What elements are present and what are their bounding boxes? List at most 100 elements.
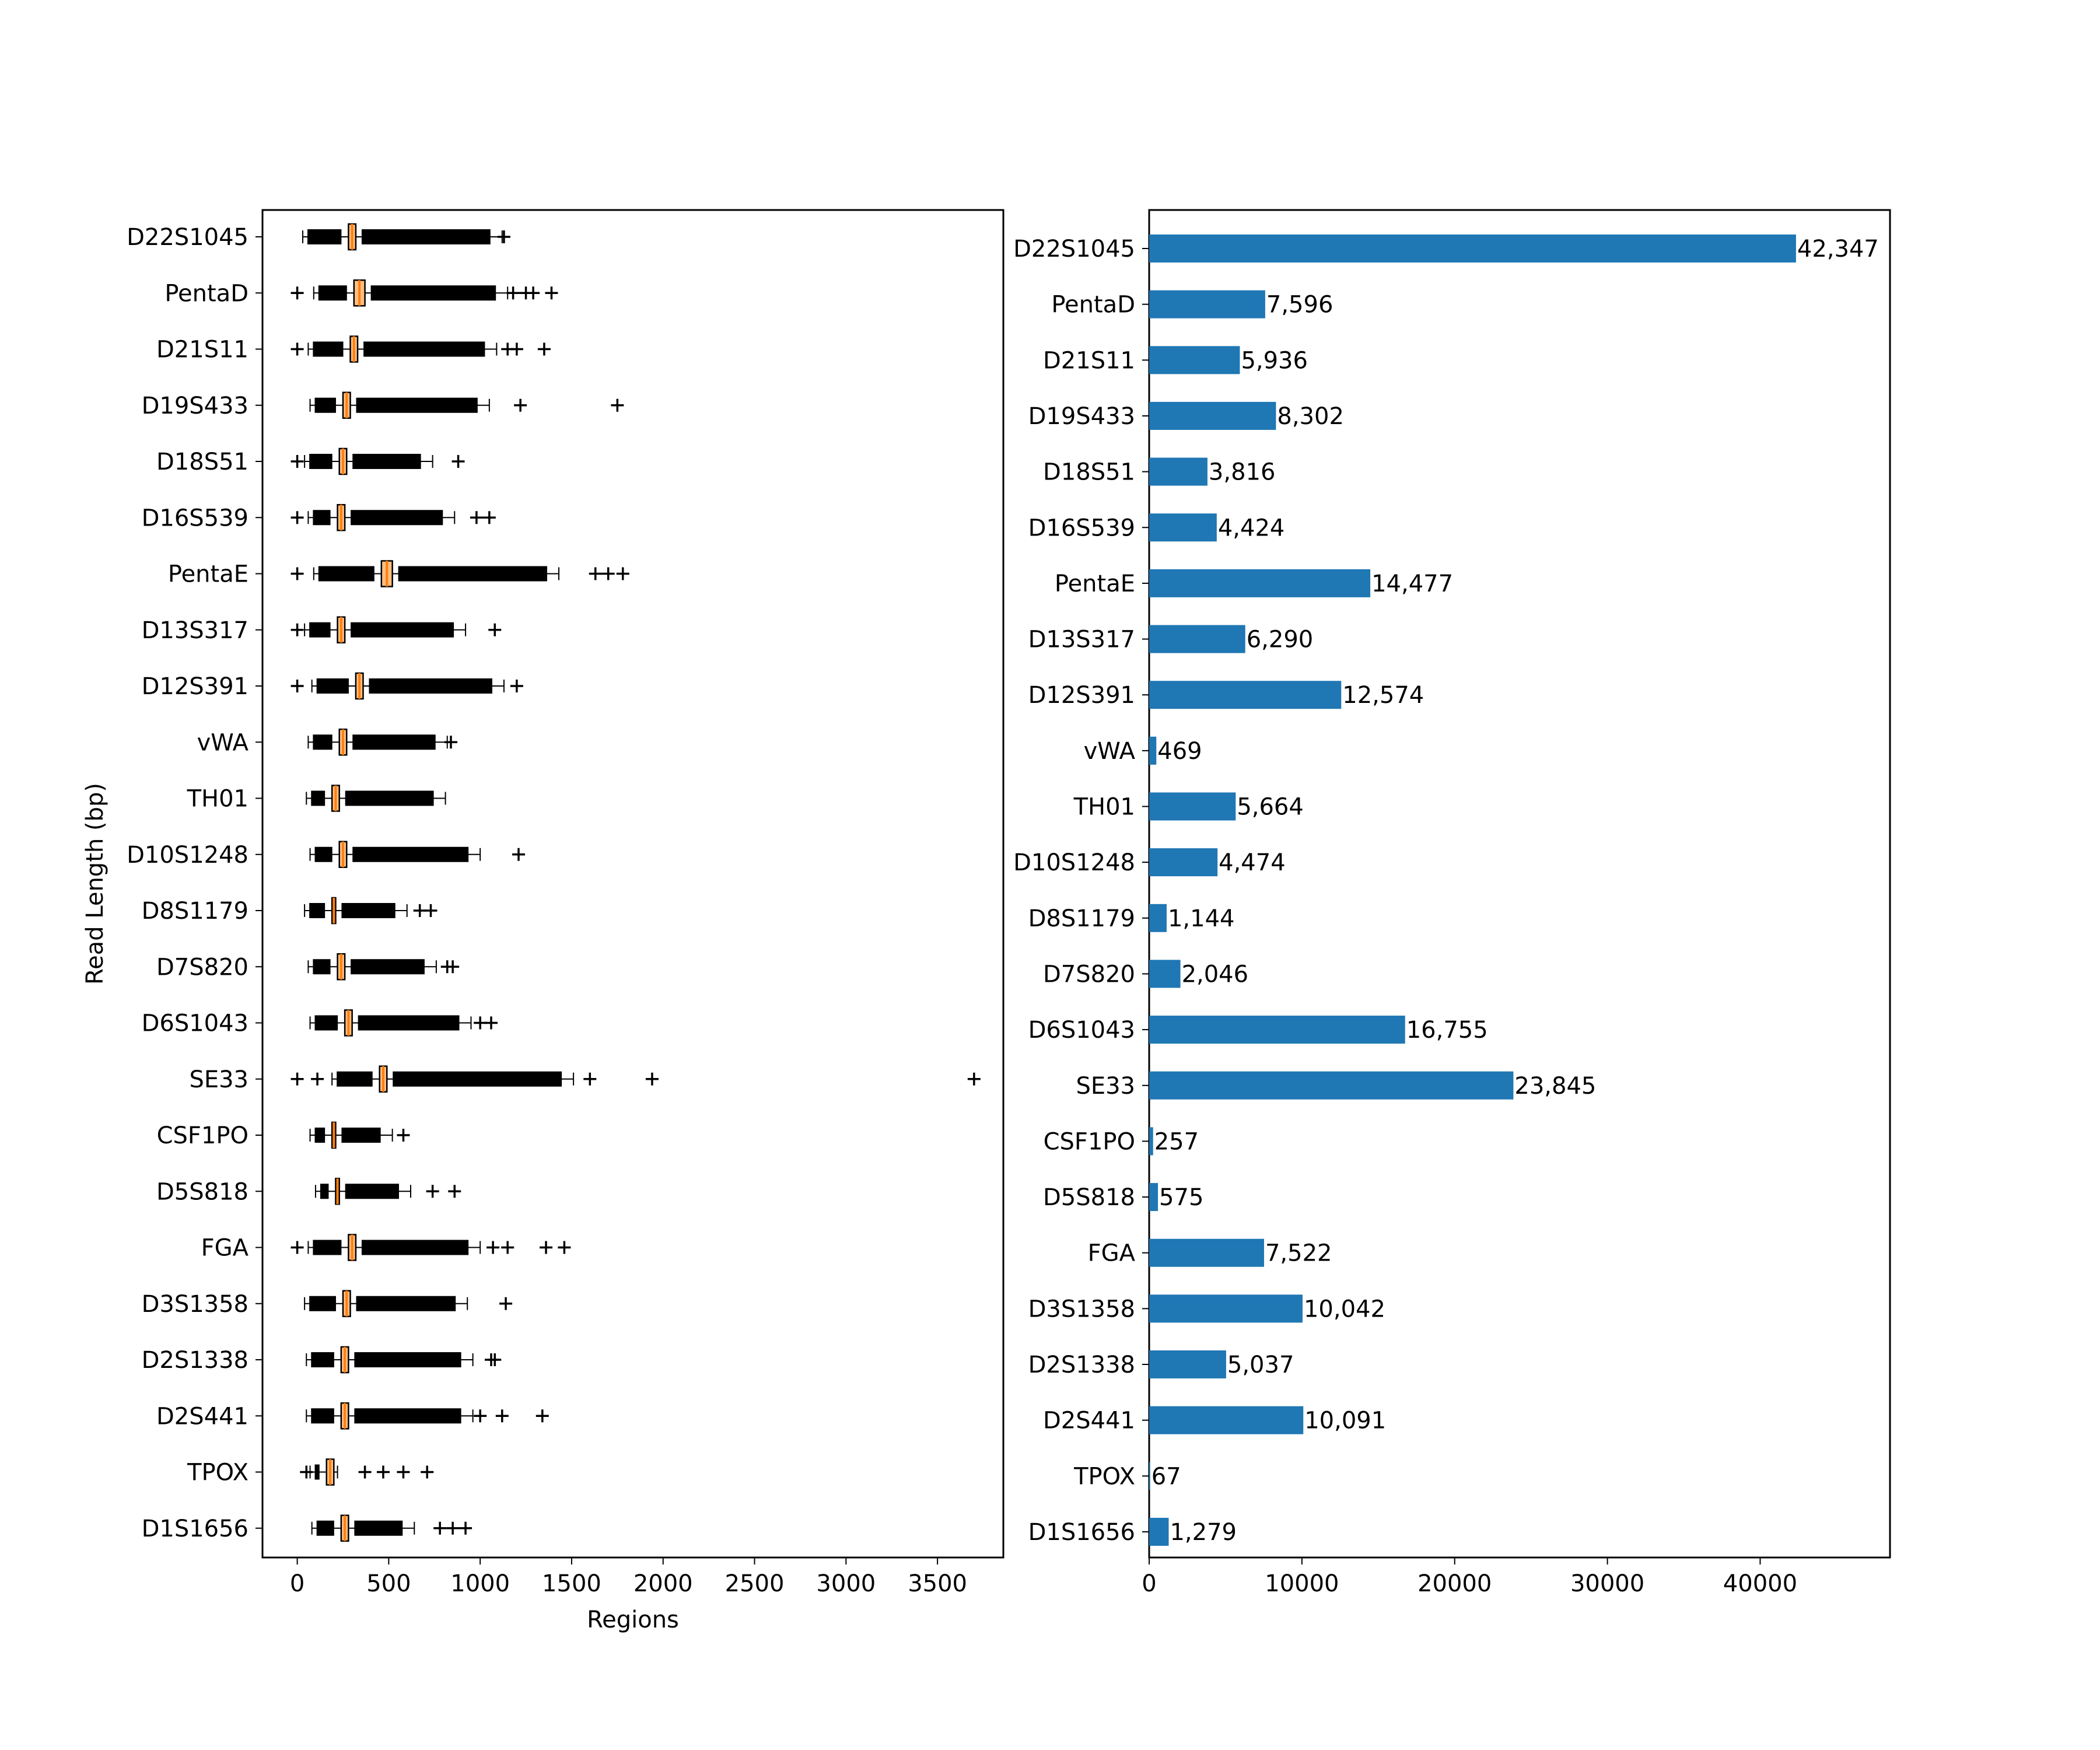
box-th01 xyxy=(306,785,446,812)
boxplot-y-tick-label-d16s539: D16S539 xyxy=(142,505,249,531)
barchart-x-tick-label: 20000 xyxy=(1418,1570,1492,1597)
box-upper-flier-cluster xyxy=(354,1352,461,1367)
box-upper-flier-cluster xyxy=(361,1240,469,1255)
box-outlier-marker xyxy=(290,1072,304,1086)
box-outlier-marker xyxy=(397,1465,410,1479)
box-lower-flier-cluster xyxy=(311,1408,334,1424)
box-outlier-marker xyxy=(474,1016,487,1030)
bar-vwa xyxy=(1149,736,1157,765)
box-outlier-marker xyxy=(290,1241,304,1254)
box-upper-flier-cluster xyxy=(369,678,492,694)
bar-d5s818 xyxy=(1149,1183,1158,1212)
box-outlier-marker xyxy=(506,286,520,300)
bar-csf1po xyxy=(1149,1127,1153,1156)
bar-value-label-d10s1248: 4,474 xyxy=(1219,849,1286,876)
barchart-y-tick-label-d2s441: D2S441 xyxy=(1043,1408,1135,1434)
box-lower-flier-cluster xyxy=(313,959,331,975)
boxplot-y-tick-label-d5s818: D5S818 xyxy=(156,1178,249,1205)
box-outlier-marker xyxy=(452,455,465,468)
box-outlier-marker xyxy=(645,1072,659,1086)
box-d16s539 xyxy=(290,504,496,531)
box-lower-flier-cluster xyxy=(311,1352,334,1367)
box-outlier-marker xyxy=(488,1353,502,1366)
box-outlier-marker xyxy=(510,680,523,692)
box-lower-flier-cluster xyxy=(313,341,344,357)
barchart-y-tick-label-d16s539: D16S539 xyxy=(1028,514,1135,541)
boxplot-x-tick-label: 2500 xyxy=(725,1570,785,1597)
box-lower-flier-cluster xyxy=(314,1015,338,1031)
barchart-x-tick-label: 40000 xyxy=(1723,1570,1797,1597)
bar-d8s1179 xyxy=(1149,904,1167,932)
barchart-y-tick-label-d8s1179: D8S1179 xyxy=(1028,905,1135,932)
bar-d6s1043 xyxy=(1149,1016,1405,1044)
box-d6s1043 xyxy=(309,1009,498,1037)
box-lower-flier-cluster xyxy=(314,397,336,413)
barchart-y-tick-label-se33: SE33 xyxy=(1076,1073,1135,1100)
box-outlier-marker xyxy=(446,1521,460,1535)
bar-value-label-pentad: 7,596 xyxy=(1266,292,1334,318)
box-lower-flier-cluster xyxy=(309,454,332,469)
boxplot-y-tick-label-d12s391: D12S391 xyxy=(142,673,249,700)
box-outlier-marker xyxy=(482,511,496,524)
boxplot-y-tick-label-d13s317: D13S317 xyxy=(142,617,249,644)
bar-value-label-pentae: 14,477 xyxy=(1371,570,1453,597)
box-upper-flier-cluster xyxy=(351,510,443,526)
barchart-x-tick-label: 0 xyxy=(1142,1570,1156,1597)
boxplot-y-tick-label-d2s441: D2S441 xyxy=(156,1403,249,1430)
box-outlier-marker xyxy=(290,623,304,636)
box-outlier-marker xyxy=(448,1185,461,1198)
bar-value-label-d18s51: 3,816 xyxy=(1209,459,1276,486)
box-pentae xyxy=(290,560,629,587)
boxplot-x-tick-label: 500 xyxy=(366,1570,411,1597)
bar-se33 xyxy=(1149,1071,1514,1100)
boxplot-y-tick-label-fga: FGA xyxy=(201,1235,249,1262)
box-outlier-marker xyxy=(501,1241,514,1254)
box-upper-flier-cluster xyxy=(363,341,485,357)
box-outlier-marker xyxy=(474,1409,487,1423)
box-outlier-marker xyxy=(376,1465,390,1479)
box-outlier-marker xyxy=(290,680,304,692)
bar-value-label-fga: 7,522 xyxy=(1265,1240,1332,1267)
bar-value-label-th01: 5,664 xyxy=(1237,794,1304,821)
box-fga xyxy=(290,1234,571,1261)
box-outlier-marker xyxy=(484,1016,498,1030)
bar-d21s11 xyxy=(1149,346,1240,374)
box-outlier-marker xyxy=(290,511,304,524)
box-d3s1358 xyxy=(304,1290,513,1317)
box-upper-flier-cluster xyxy=(351,622,454,638)
barchart-value-labels: 42,347 7,596 5,936 8,302 3,816 4,424 14,477 6,2… xyxy=(1152,236,1879,1546)
box-outlier-marker xyxy=(558,1241,571,1254)
box-outlier-marker xyxy=(495,1409,509,1423)
box-lower-flier-cluster xyxy=(320,1184,329,1199)
box-d18s51 xyxy=(290,447,465,475)
barchart-y-tick-label-d5s818: D5S818 xyxy=(1043,1184,1135,1211)
boxplot-y-tick-label-d18s51: D18S51 xyxy=(156,449,249,475)
box-upper-flier-cluster xyxy=(354,1520,403,1536)
box-outlier-marker xyxy=(446,960,460,974)
box-lower-flier-cluster xyxy=(309,622,331,638)
boxplot-x-tick-label: 1500 xyxy=(542,1570,601,1597)
bar-value-label-se33: 23,845 xyxy=(1514,1073,1596,1100)
boxplot-y-tick-label-pentae: PentaE xyxy=(168,561,249,588)
barchart-x-tick-label: 10000 xyxy=(1265,1570,1339,1597)
box-outlier-marker xyxy=(497,230,510,243)
barchart-y-tick-label-tpox: TPOX xyxy=(1073,1463,1135,1490)
box-d8s1179 xyxy=(304,897,438,925)
bar-d18s51 xyxy=(1149,457,1208,486)
box-upper-flier-cluster xyxy=(356,397,478,413)
box-d21s11 xyxy=(290,335,551,363)
bar-d7s820 xyxy=(1149,960,1181,988)
box-outlier-marker xyxy=(616,567,629,580)
boxplot-y-tick-label-d1s1656: D1S1656 xyxy=(142,1516,249,1542)
boxplot-y-tick-label-pentad: PentaD xyxy=(164,280,249,307)
box-lower-flier-cluster xyxy=(309,903,326,918)
bar-d19s433 xyxy=(1149,401,1276,430)
barchart-axes-frame xyxy=(1148,209,1891,1559)
boxplot-x-tick-label: 2000 xyxy=(634,1570,693,1597)
boxplot-y-tick-label-d22s1045: D22S1045 xyxy=(127,224,249,251)
box-outlier-marker xyxy=(499,1297,513,1310)
box-upper-flier-cluster xyxy=(352,734,436,750)
bar-value-label-d1s1656: 1,279 xyxy=(1170,1519,1237,1546)
bar-value-label-d2s1338: 5,037 xyxy=(1227,1352,1294,1378)
